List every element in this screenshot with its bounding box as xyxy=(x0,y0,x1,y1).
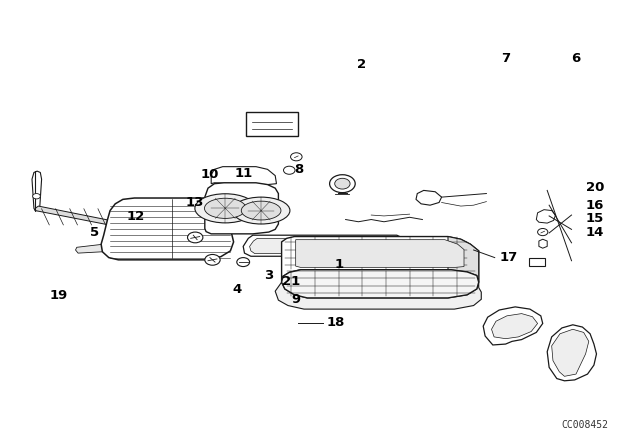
Polygon shape xyxy=(32,171,42,211)
Text: 3: 3 xyxy=(264,269,273,282)
Text: 21: 21 xyxy=(282,275,300,288)
Text: 4: 4 xyxy=(232,283,241,297)
Polygon shape xyxy=(76,244,104,253)
Polygon shape xyxy=(282,270,479,298)
Circle shape xyxy=(188,232,203,243)
Circle shape xyxy=(237,258,250,267)
Polygon shape xyxy=(35,206,112,225)
Text: 7: 7 xyxy=(501,52,510,65)
Text: 10: 10 xyxy=(201,168,219,181)
Circle shape xyxy=(538,228,548,236)
Text: 18: 18 xyxy=(326,316,345,329)
Circle shape xyxy=(291,153,302,161)
Ellipse shape xyxy=(204,198,246,218)
Polygon shape xyxy=(536,210,556,223)
FancyBboxPatch shape xyxy=(246,112,298,136)
Polygon shape xyxy=(205,183,278,234)
Text: 6: 6 xyxy=(572,52,580,65)
Polygon shape xyxy=(448,237,479,282)
Polygon shape xyxy=(275,282,481,309)
Text: 8: 8 xyxy=(294,163,303,176)
Polygon shape xyxy=(243,235,410,256)
Text: 12: 12 xyxy=(127,210,145,223)
Polygon shape xyxy=(483,307,543,345)
Polygon shape xyxy=(250,238,404,254)
Text: CC008452: CC008452 xyxy=(561,420,608,430)
Text: 11: 11 xyxy=(234,167,252,181)
Circle shape xyxy=(284,166,295,174)
Polygon shape xyxy=(539,239,547,248)
Text: 15: 15 xyxy=(586,212,604,225)
Text: 20: 20 xyxy=(586,181,604,194)
Ellipse shape xyxy=(232,197,290,224)
Text: 16: 16 xyxy=(586,198,604,212)
Polygon shape xyxy=(296,240,464,267)
Circle shape xyxy=(205,254,220,265)
Text: 1: 1 xyxy=(335,258,344,271)
Circle shape xyxy=(330,175,355,193)
Text: 17: 17 xyxy=(499,251,518,264)
Polygon shape xyxy=(492,314,538,339)
Polygon shape xyxy=(211,167,276,185)
Polygon shape xyxy=(547,325,596,381)
Ellipse shape xyxy=(241,201,281,220)
Circle shape xyxy=(335,178,350,189)
Polygon shape xyxy=(282,237,479,282)
Text: 19: 19 xyxy=(50,289,68,302)
Text: 13: 13 xyxy=(186,196,204,210)
Circle shape xyxy=(33,194,40,199)
Text: 5: 5 xyxy=(90,225,99,239)
Text: 9: 9 xyxy=(292,293,301,306)
Ellipse shape xyxy=(195,194,255,223)
Text: 14: 14 xyxy=(586,226,604,240)
Polygon shape xyxy=(101,198,242,260)
Polygon shape xyxy=(416,190,442,205)
Text: 2: 2 xyxy=(357,57,366,71)
Polygon shape xyxy=(552,329,589,376)
FancyBboxPatch shape xyxy=(529,258,545,266)
